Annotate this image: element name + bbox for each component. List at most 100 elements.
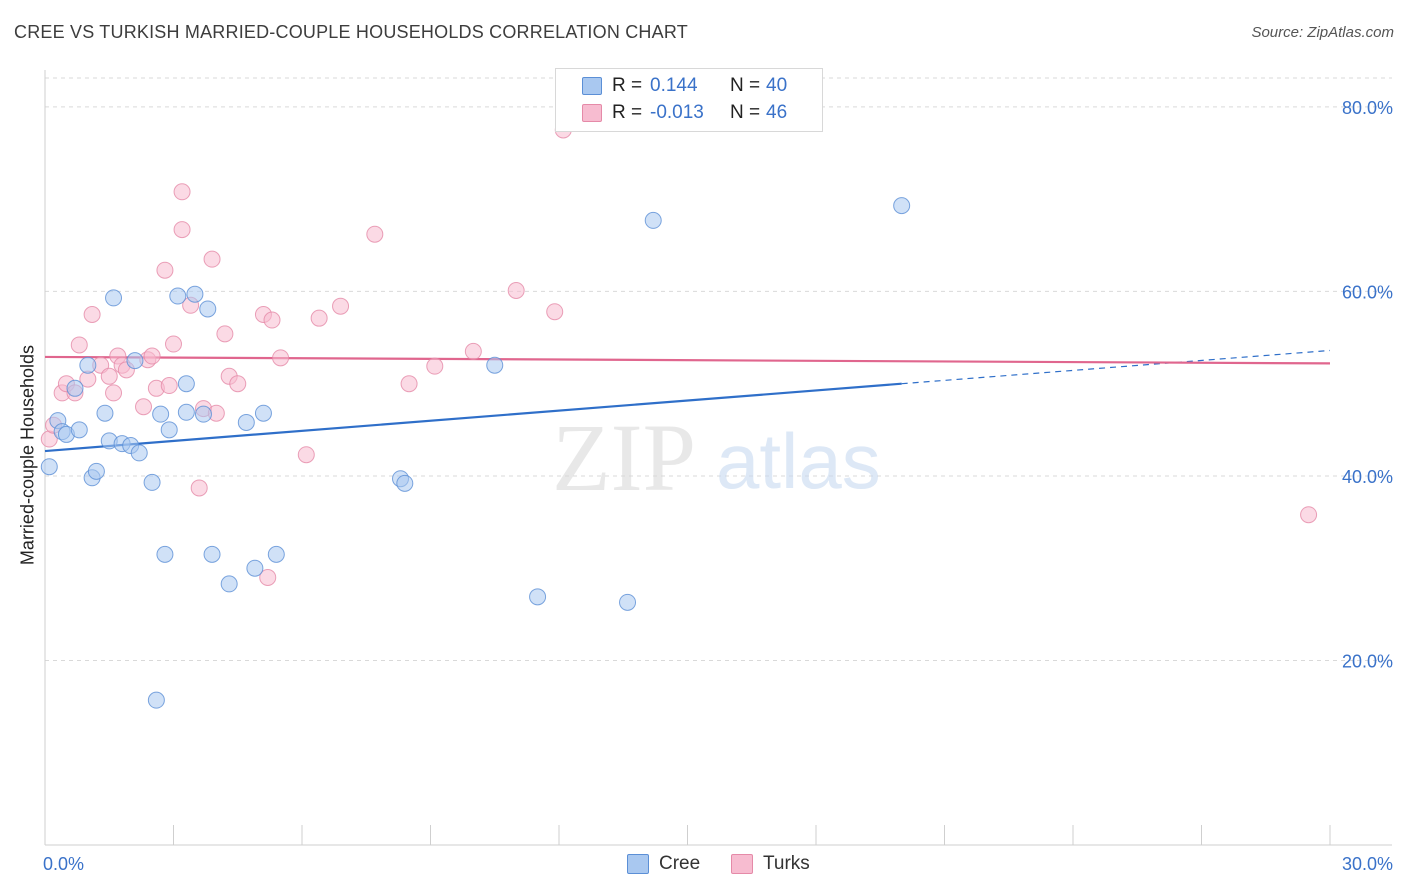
cree-point (486, 356, 504, 374)
cree-point (156, 545, 174, 563)
y-tick-label: 60.0% (1342, 282, 1393, 302)
turks-point (83, 305, 101, 323)
cree-point (893, 197, 911, 215)
turks-point (1300, 506, 1318, 524)
cree-point (177, 375, 195, 393)
x-tick-label: 30.0% (1342, 854, 1393, 874)
y-tick-label: 80.0% (1342, 98, 1393, 118)
chart-title: CREE VS TURKISH MARRIED-COUPLE HOUSEHOLD… (14, 22, 688, 42)
cree-point (160, 421, 178, 439)
trend-layer (44, 349, 1331, 453)
y-tick-label: 40.0% (1342, 467, 1393, 487)
watermark: ZIP atlas (552, 404, 881, 511)
chart-source: Source: ZipAtlas.com (1251, 24, 1394, 41)
turks-point (546, 303, 564, 321)
cree-point (66, 379, 84, 397)
turks-point (100, 367, 118, 385)
grid-layer (45, 77, 1392, 661)
cree-trend-line (44, 382, 902, 453)
watermark-atlas: atlas (716, 417, 881, 505)
legend-r-value: -0.013 (650, 102, 704, 123)
cree-point (96, 404, 114, 422)
turks-point (507, 282, 525, 300)
legend-r-value: 0.144 (650, 75, 698, 96)
turks-point (272, 349, 290, 367)
cree-trend-extension (901, 349, 1331, 385)
legend-row-cree: R = 0.144 N = 40 (582, 73, 787, 99)
cree-point (105, 289, 123, 307)
turks-point (426, 357, 444, 375)
turks-point (203, 250, 221, 268)
y-tick-label: 20.0% (1342, 651, 1393, 671)
bottom-legend-cree[interactable]: Cree (627, 851, 700, 877)
cree-point (529, 588, 547, 606)
bottom-legend-label-turks: Turks (763, 853, 810, 874)
turks-point (156, 261, 174, 279)
turks-point (229, 375, 247, 393)
legend-r-label: R = (612, 75, 643, 96)
legend-r-label: R = (612, 102, 643, 123)
cree-point (194, 405, 212, 423)
axis-layer (44, 70, 1392, 846)
cree-point (220, 575, 238, 593)
turks-point (263, 311, 281, 329)
turks-point (366, 225, 384, 243)
turks-point (143, 347, 161, 365)
cree-point (70, 421, 88, 439)
cree-point (147, 691, 165, 709)
legend-swatch-turks (582, 104, 602, 122)
cree-point (203, 545, 221, 563)
legend-n-label: N = (730, 75, 761, 96)
cree-point (186, 285, 204, 303)
points-layer (40, 121, 1318, 709)
legend-n-value: 40 (766, 75, 788, 96)
y-axis-label: Married-couple Households (17, 344, 38, 566)
cree-point (87, 462, 105, 480)
turks-point (190, 479, 208, 497)
cree-point (169, 287, 187, 305)
legend-n-label: N = (730, 102, 761, 123)
bottom-legend-label-cree: Cree (659, 853, 701, 874)
cree-point (79, 356, 97, 374)
cree-point (396, 474, 414, 492)
turks-point (216, 325, 234, 343)
cree-point (237, 413, 255, 431)
turks-point (173, 221, 191, 239)
turks-point (135, 398, 153, 416)
legend-row-turks: R = -0.013 N = 46 (582, 100, 787, 126)
turks-point (464, 342, 482, 360)
legend-swatch-cree (582, 77, 602, 95)
bottom-legend-swatch-cree (627, 854, 649, 874)
turks-point (259, 568, 277, 586)
turks-point (173, 183, 191, 201)
turks-point (400, 375, 418, 393)
turks-point (297, 446, 315, 464)
turks-point (70, 336, 88, 354)
tick-label-layer: 20.0% 40.0% 60.0% 80.0% 0.0% 30.0% (43, 98, 1393, 874)
turks-point (160, 377, 178, 395)
cree-point (177, 403, 195, 421)
watermark-zip: ZIP (552, 404, 696, 511)
cree-point (40, 458, 58, 476)
cree-point (619, 593, 637, 611)
turks-trend-line (44, 355, 1331, 365)
legend-n-value: 46 (766, 102, 788, 123)
cree-point (126, 352, 144, 370)
cree-point (254, 404, 272, 422)
turks-point (332, 297, 350, 315)
bottom-legend-swatch-turks (731, 854, 753, 874)
cree-point (152, 405, 170, 423)
turks-point (310, 309, 328, 327)
cree-point (130, 444, 148, 462)
stats-legend: R = 0.144 N = 40 R = -0.013 N = 46 (555, 68, 823, 132)
bottom-legend-turks[interactable]: Turks (731, 851, 810, 877)
cree-point (246, 559, 264, 577)
x-tick-label: 0.0% (43, 854, 84, 874)
turks-point (105, 384, 123, 402)
cree-point (199, 300, 217, 318)
cree-point (267, 545, 285, 563)
turks-point (165, 335, 182, 353)
cree-point (143, 473, 161, 491)
cree-point (644, 211, 662, 229)
